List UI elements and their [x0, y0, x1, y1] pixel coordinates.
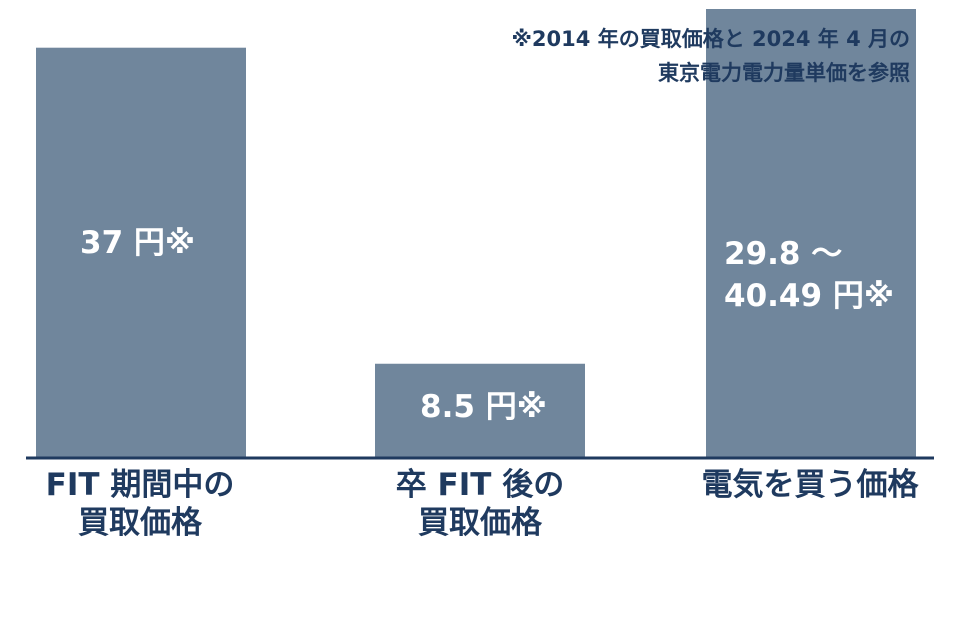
bar-3: [706, 9, 916, 458]
category-label-3-line-1: 電気を買う価格: [701, 467, 919, 503]
bar-3-value-label-line-2: 40.49 円※: [724, 278, 894, 314]
bars-group: [36, 9, 916, 458]
bar-3-value-label-line-1: 29.8 ～: [724, 236, 843, 272]
bar-1-value-label-line-1: 37 円※: [80, 225, 196, 261]
bar-3-value-label: 29.8 ～ 40.49 円※: [724, 233, 894, 317]
category-label-1: FIT 期間中の 買取価格: [0, 466, 290, 542]
category-label-1-line-1: FIT 期間中の: [45, 467, 235, 503]
category-label-2-line-1: 卒 FIT 後の: [395, 467, 565, 503]
source-note-line-1: ※2014 年の買取価格と 2024 年 4 月の: [511, 27, 910, 51]
bar-1-value-label: 37 円※: [80, 222, 195, 264]
category-label-2-line-2: 買取価格: [418, 505, 542, 541]
category-label-1-line-2: 買取価格: [78, 505, 202, 541]
bar-2-value-label-line-1: 8.5 円※: [420, 389, 547, 425]
bar-1: [36, 47, 246, 458]
bar-2: [375, 363, 585, 458]
category-label-3: 電気を買う価格: [660, 466, 960, 504]
bar-2-value-label: 8.5 円※: [420, 386, 547, 428]
category-label-2: 卒 FIT 後の 買取価格: [330, 466, 630, 542]
source-note-line-2: 東京電力電力量単価を参照: [658, 61, 910, 85]
source-note: ※2014 年の買取価格と 2024 年 4 月の 東京電力電力量単価を参照: [512, 22, 910, 90]
